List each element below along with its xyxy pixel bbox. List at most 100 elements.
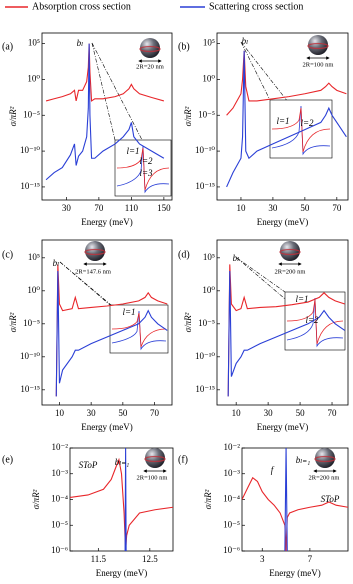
y-tick-label: 10⁻⁵ <box>51 519 68 529</box>
x-tick-label: 110 <box>125 203 139 213</box>
panel: 10⁵ 10⁰ 10⁻⁵ 10⁻¹⁰ 10⁻¹⁵ 30 70 110 150 Energy (me… <box>2 32 173 227</box>
x-tick-label: 3 <box>260 554 265 564</box>
x-tick-label: 7 <box>308 554 313 564</box>
y-tick-label: 10⁰ <box>202 73 215 83</box>
sphere-icon <box>85 241 105 261</box>
y-tick-label: 10⁻⁵ <box>198 318 215 328</box>
y-tick-label: 10⁻³ <box>224 468 241 478</box>
annotation: l=1 <box>122 307 135 317</box>
data-line <box>242 476 348 551</box>
y-tick-label: 10⁻² <box>224 442 241 452</box>
x-tick-label: 70 <box>328 408 338 418</box>
annotation: 2R=200 nm <box>275 268 306 275</box>
sphere-icon <box>315 448 335 468</box>
legend-label: Absorption cross section <box>32 1 131 12</box>
inset-curve <box>116 147 170 191</box>
sphere-band <box>314 455 336 463</box>
annotation: bₗ <box>233 253 240 263</box>
y-tick-label: 10⁻⁶ <box>51 545 68 555</box>
data-line <box>284 448 288 551</box>
guide-line <box>236 257 286 293</box>
y-tick-label: 10⁻⁴ <box>223 494 240 504</box>
guide-line <box>240 41 271 101</box>
annotation: l=2 <box>139 156 153 166</box>
annotation: 2R=200 nm <box>309 474 340 481</box>
y-tick-label: 10⁻⁵ <box>198 109 215 119</box>
data-line <box>226 50 347 188</box>
x-axis-label: Energy (meV) <box>257 217 309 227</box>
legend-label: Scattering cross section <box>209 1 303 12</box>
x-axis-label: Energy (meV) <box>81 217 133 227</box>
y-tick-label: 10⁻¹⁵ <box>195 384 215 394</box>
x-tick-label: 30 <box>264 408 274 418</box>
inset-curve <box>286 299 344 345</box>
sphere-icon <box>308 35 328 55</box>
data-line <box>227 271 346 397</box>
plot-frame <box>41 239 173 406</box>
y-tick-label: 10⁵ <box>203 38 215 48</box>
y-tick-label: 10⁻¹⁰ <box>20 145 40 155</box>
y-tick-label: 10⁵ <box>203 252 215 262</box>
y-tick-label: 10⁻¹⁰ <box>195 145 215 155</box>
annotation: l=2 <box>300 118 314 128</box>
inset-curve <box>111 312 167 348</box>
x-tick-label: 12.5 <box>142 554 158 564</box>
y-tick-label: 10⁻¹⁵ <box>20 384 40 394</box>
annotation: bₗ₌₁ <box>115 457 130 467</box>
x-axis-label: Energy (meV) <box>269 568 321 578</box>
x-tick-label: 30 <box>268 203 278 213</box>
y-axis-label: σ/πR² <box>31 489 41 509</box>
plot-frame <box>216 239 349 406</box>
y-tick-label: 10⁻² <box>52 442 69 452</box>
annotation: l=3 <box>139 168 153 178</box>
annotation: 2R=20 nm <box>136 63 164 70</box>
panel: 10⁵ 10⁰ 10⁻⁵ 10⁻¹⁰ 10⁻¹⁵ 10 30 50 70 Energy (meV)… <box>2 239 173 432</box>
data-line <box>227 264 345 397</box>
annotation: SToP <box>321 494 340 504</box>
annotation: 2R=100 nm <box>303 61 334 68</box>
sphere-band <box>144 455 166 463</box>
data-line <box>124 448 127 551</box>
panel: 10⁻² 10⁻³ 10⁻⁴ 10⁻⁵ 10⁻⁶ 11.5 12.5 Energy (meV)… <box>2 442 174 578</box>
y-tick-label: 10⁻¹⁵ <box>20 181 40 191</box>
y-axis-label: σ/πR² <box>8 106 18 126</box>
annotation: f <box>271 465 275 475</box>
x-axis-label: Energy (meV) <box>81 422 133 432</box>
x-tick-label: 50 <box>296 408 306 418</box>
sphere-band <box>84 248 106 256</box>
plot-frame <box>216 32 349 201</box>
y-tick-label: 10⁻⁵ <box>23 318 40 328</box>
annotation: bₗ <box>242 36 249 46</box>
inset-curve <box>271 105 331 156</box>
x-axis-label: Energy (meV) <box>257 422 309 432</box>
x-tick-label: 10 <box>236 203 246 213</box>
sphere-icon <box>145 448 165 468</box>
x-axis-label: Energy (meV) <box>96 568 148 578</box>
y-axis-label: σ/πR² <box>8 312 18 332</box>
x-tick-label: 150 <box>157 203 171 213</box>
y-tick-label: 10⁰ <box>202 285 215 295</box>
x-tick-label: 50 <box>300 203 310 213</box>
annotation: bₗ₌₁ <box>296 455 311 465</box>
sphere-band <box>139 45 161 53</box>
x-tick-label: 50 <box>118 408 128 418</box>
y-tick-label: 10⁻⁵ <box>223 519 240 529</box>
panel-label: (f) <box>178 454 188 465</box>
inset-curve <box>286 297 344 348</box>
y-tick-label: 10⁻⁴ <box>51 494 68 504</box>
y-tick-label: 10⁵ <box>28 38 40 48</box>
x-tick-label: 70 <box>94 203 104 213</box>
sphere-band <box>279 248 301 256</box>
panel: 10⁵ 10⁰ 10⁻⁵ 10⁻¹⁰ 10⁻¹⁵ 10 30 50 70 Energy (meV)… <box>178 239 349 432</box>
y-tick-label: 10⁰ <box>27 285 40 295</box>
panel-label: (d) <box>178 249 190 260</box>
panel: 10⁵ 10⁰ 10⁻⁵ 10⁻¹⁰ 10⁻¹⁵ 10 30 50 70 Energy (meV)… <box>178 32 349 227</box>
annotation: l=1 <box>276 116 289 126</box>
sphere-icon <box>140 38 160 58</box>
x-tick-label: 70 <box>332 203 342 213</box>
data-line <box>45 43 165 181</box>
annotation: 2R=100 nm <box>137 474 168 481</box>
plot-frame <box>41 32 173 201</box>
